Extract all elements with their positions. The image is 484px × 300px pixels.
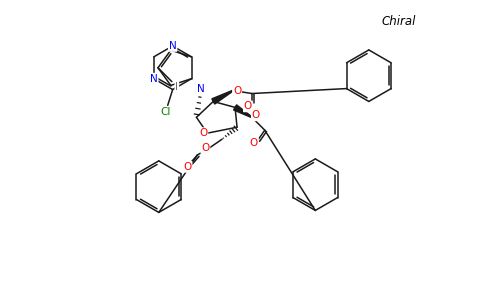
Text: O: O bbox=[199, 128, 208, 138]
Text: O: O bbox=[252, 110, 260, 120]
Text: Chiral: Chiral bbox=[381, 15, 416, 28]
Text: N: N bbox=[169, 41, 177, 51]
Text: I: I bbox=[175, 82, 178, 92]
Text: O: O bbox=[233, 85, 241, 96]
Polygon shape bbox=[212, 90, 233, 104]
Text: N: N bbox=[197, 84, 204, 94]
Polygon shape bbox=[234, 105, 252, 118]
Text: O: O bbox=[250, 138, 258, 148]
Text: O: O bbox=[244, 101, 252, 111]
Text: Cl: Cl bbox=[161, 107, 171, 117]
Text: O: O bbox=[183, 162, 192, 172]
Text: O: O bbox=[201, 143, 210, 153]
Text: N: N bbox=[150, 74, 158, 84]
